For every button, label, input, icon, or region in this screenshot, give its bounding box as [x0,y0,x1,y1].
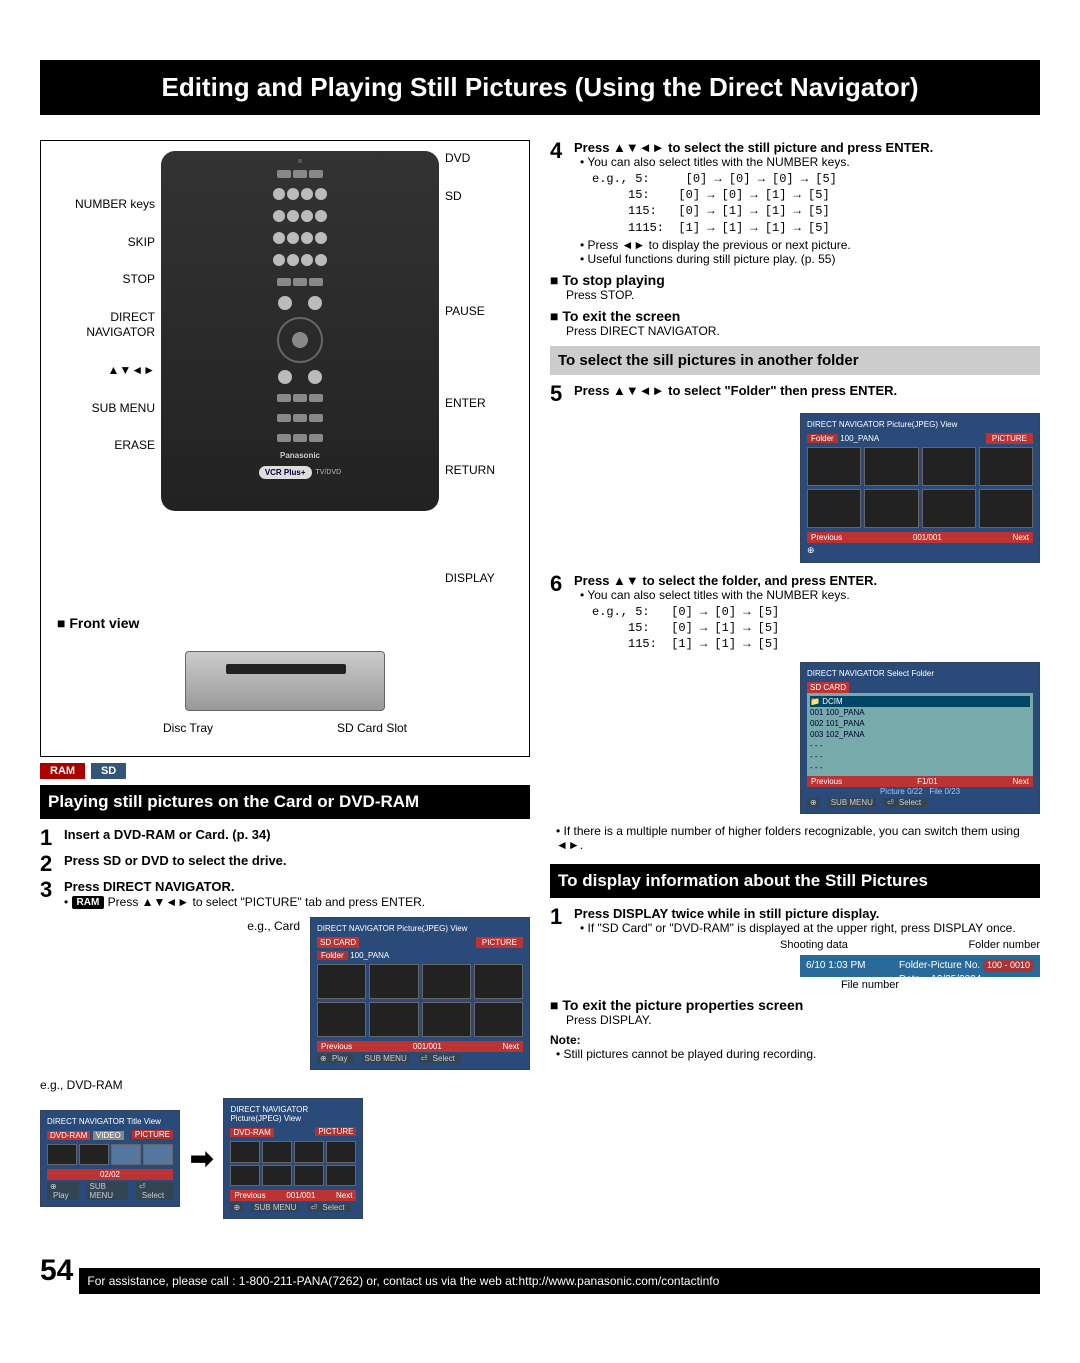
sd-slot-label: SD Card Slot [337,721,407,735]
eg-dvdram: e.g., DVD-RAM [40,1078,530,1092]
note-text: Still pictures cannot be played during r… [556,1047,1040,1061]
left-column: NUMBER keys SKIP STOP DIRECT NAVIGATOR ▲… [40,140,530,1223]
step3-num: 3 [40,879,56,901]
front-view-heading: Front view [57,615,519,631]
ptr-file: File number [841,979,899,991]
label-direct-navigator: DIRECT NAVIGATOR [51,310,155,341]
exit-props-t: Press DISPLAY. [566,1013,1040,1027]
exit-screen-t: Press DIRECT NAVIGATOR. [566,324,1040,338]
info-strip: 6/10 1:03 PM Folder-Picture No. 100 - 00… [800,955,1040,977]
step4-head: Press ▲▼◄► to select the still picture a… [574,140,933,155]
mock-screen-folders: DIRECT NAVIGATOR Select Folder SD CARD 📁… [800,662,1040,814]
disc-tray-label: Disc Tray [163,721,213,735]
remote-body: Panasonic VCR Plus+ TV/DVD [161,151,439,511]
label-enter: ENTER [445,396,519,412]
ptr-folder: Folder number [968,939,1040,951]
page-title-banner: Editing and Playing Still Pictures (Usin… [40,60,1040,115]
step6-num: 6 [550,573,566,595]
label-dvd: DVD [445,151,519,167]
step2-num: 2 [40,853,56,875]
label-stop: STOP [51,272,155,288]
tvdvd-tag: TV/DVD [316,469,342,476]
label-skip: SKIP [51,235,155,251]
step3-sub: Press ▲▼◄► to select "PICTURE" tab and p… [108,895,425,909]
ram-tag: RAM [40,763,85,779]
step5-num: 5 [550,383,566,405]
s2-step1-num: 1 [550,906,566,928]
label-display: DISPLAY [445,571,519,587]
exit-screen-h: To exit the screen [550,308,1040,324]
step2-text: Press SD or DVD to select the drive. [64,853,287,868]
right-column: 4 Press ▲▼◄► to select the still picture… [550,140,1040,1223]
label-pause: PAUSE [445,304,519,320]
mock-screen-card: DIRECT NAVIGATOR Picture(JPEG) View SD C… [310,917,530,1070]
step5-head: Press ▲▼◄► to select "Folder" then press… [574,383,897,398]
section2-header: To display information about the Still P… [550,864,1040,898]
ptr-shoot: Shooting data [780,939,848,951]
step3-text: Press DIRECT NAVIGATOR. [64,879,234,894]
device-front [185,651,385,711]
label-submenu: SUB MENU [51,401,155,417]
step1-num: 1 [40,827,56,849]
label-erase: ERASE [51,438,155,454]
step4-b1: You can also select titles with the NUMB… [580,155,1040,169]
arrow-icon: ➡ [190,1142,213,1175]
sd-tag: SD [91,763,126,779]
s2-step1-sub: If "SD Card" or "DVD-RAM" is displayed a… [580,921,1040,935]
step6-b1: You can also select titles with the NUMB… [580,588,1040,602]
mock-screen-titleview: DIRECT NAVIGATOR Title View DVD-RAM PICT… [40,1110,180,1207]
label-number-keys: NUMBER keys [51,197,155,213]
mock-screen-step5: DIRECT NAVIGATOR Picture(JPEG) View PICT… [800,413,1040,563]
stop-playing-t: Press STOP. [566,288,1040,302]
step6-note: If there is a multiple number of higher … [556,824,1040,852]
remote-diagram: NUMBER keys SKIP STOP DIRECT NAVIGATOR ▲… [40,140,530,757]
note-label: Note: [550,1033,1040,1047]
mock-screen-dvdram-pic: DIRECT NAVIGATOR Picture(JPEG) View DVD-… [223,1098,363,1219]
step4-mono: e.g., 5: [0] → [0] → [0] → [5] 15: [0] →… [592,171,1040,236]
step1-text: Insert a DVD-RAM or Card. (p. 34) [64,827,271,842]
eg-card: e.g., Card [40,913,300,933]
step3-ram-tag: RAM [72,896,105,909]
step4-b2: Press ◄► to display the previous or next… [580,238,1040,252]
step6-head: Press ▲▼ to select the folder, and press… [574,573,877,588]
s2-step1-head: Press DISPLAY twice while in still pictu… [574,906,879,921]
section1-header: Playing still pictures on the Card or DV… [40,785,530,819]
page-number: 54 [40,1254,79,1288]
label-sd: SD [445,189,519,205]
step6-mono: e.g., 5: [0] → [0] → [5] 15: [0] → [1] →… [592,604,1040,653]
step4-b3: Useful functions during still picture pl… [580,252,1040,266]
label-return: RETURN [445,463,519,479]
grey-subheader: To select the sill pictures in another f… [550,346,1040,376]
step4-num: 4 [550,140,566,162]
label-arrows: ▲▼◄► [51,363,155,379]
stop-playing-h: To stop playing [550,272,1040,288]
footer-bar: For assistance, please call : 1-800-211-… [79,1268,1040,1294]
vcrplus-tag: VCR Plus+ [259,466,312,479]
